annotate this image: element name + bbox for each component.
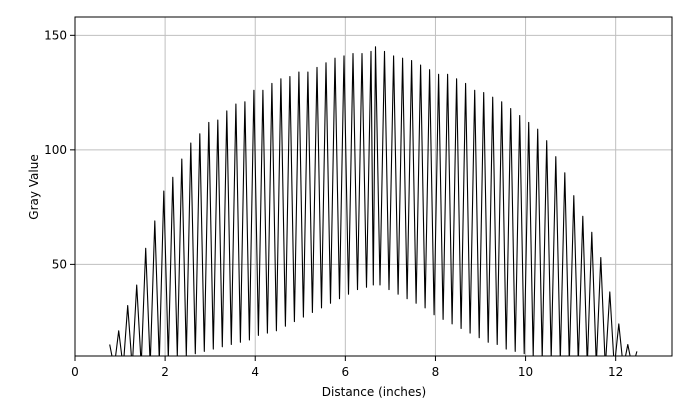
x-axis-label: Distance (inches) (322, 385, 426, 399)
x-tick-label: 10 (518, 365, 533, 379)
plot-frame (74, 16, 673, 357)
x-tick-label: 0 (71, 365, 79, 379)
x-tick-label: 2 (161, 365, 169, 379)
y-tick-label: 100 (44, 143, 67, 157)
x-tick-label: 6 (342, 365, 350, 379)
y-axis: 50 100 150 (44, 28, 75, 271)
profile-line (109, 46, 638, 356)
x-tick-label: 4 (251, 365, 259, 379)
series-group (109, 46, 638, 356)
grid-lines (74, 17, 672, 356)
x-tick-label: 12 (608, 365, 623, 379)
x-tick-label: 8 (432, 365, 440, 379)
y-tick-label: 150 (44, 28, 67, 42)
x-axis: 0 2 4 6 8 10 12 (71, 356, 623, 379)
y-axis-label: Gray Value (27, 154, 41, 219)
y-tick-label: 50 (52, 257, 67, 271)
